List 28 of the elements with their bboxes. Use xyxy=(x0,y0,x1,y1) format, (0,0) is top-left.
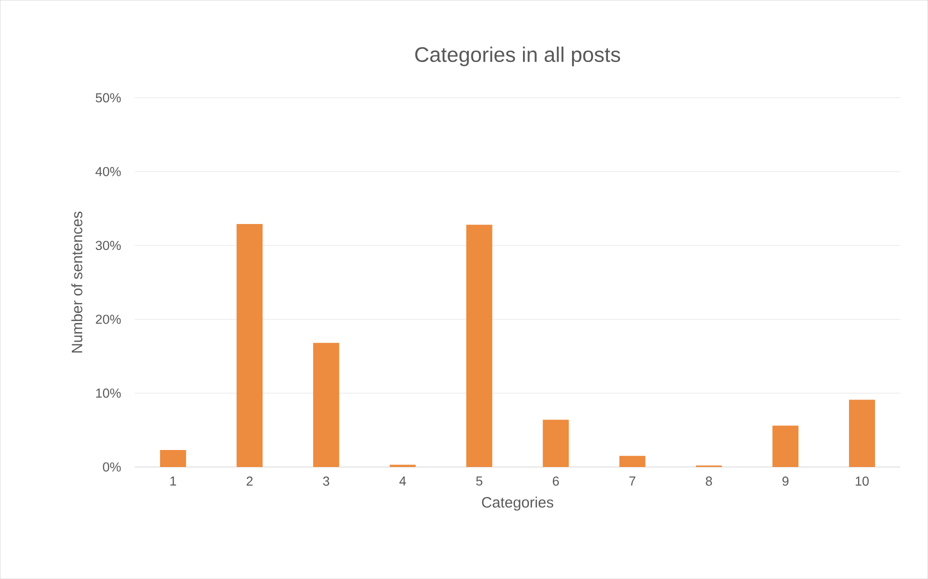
x-tick-label: 3 xyxy=(323,476,330,486)
bar xyxy=(772,426,798,468)
bar xyxy=(160,450,186,468)
y-tick-label: 20% xyxy=(96,314,121,324)
x-tick-label: 9 xyxy=(782,476,788,486)
bar xyxy=(313,343,340,468)
bar xyxy=(542,420,569,468)
y-axis-title: Number of sentences xyxy=(71,212,82,353)
bar xyxy=(619,456,646,468)
x-tick-label: 8 xyxy=(706,476,712,486)
x-tick-label: 2 xyxy=(246,476,253,486)
x-axis-title: Categories xyxy=(482,496,554,511)
y-tick-label: 30% xyxy=(96,240,121,250)
chart-title: Categories in all posts xyxy=(415,46,620,66)
y-tick-label: 40% xyxy=(96,167,121,176)
bar xyxy=(390,464,416,468)
x-tick-label: 1 xyxy=(170,476,176,486)
y-tick-label: 10% xyxy=(96,388,121,398)
x-tick-label: 4 xyxy=(399,476,406,486)
bar xyxy=(466,224,492,468)
y-tick-label: 50% xyxy=(96,93,121,102)
x-tick-label: 6 xyxy=(552,476,559,486)
bar xyxy=(849,400,876,468)
x-tick-label: 7 xyxy=(629,476,636,486)
bar xyxy=(236,224,263,468)
x-tick-label: 5 xyxy=(476,476,482,486)
y-tick-label: 0% xyxy=(102,462,121,472)
x-tick-label: 10 xyxy=(856,476,869,486)
